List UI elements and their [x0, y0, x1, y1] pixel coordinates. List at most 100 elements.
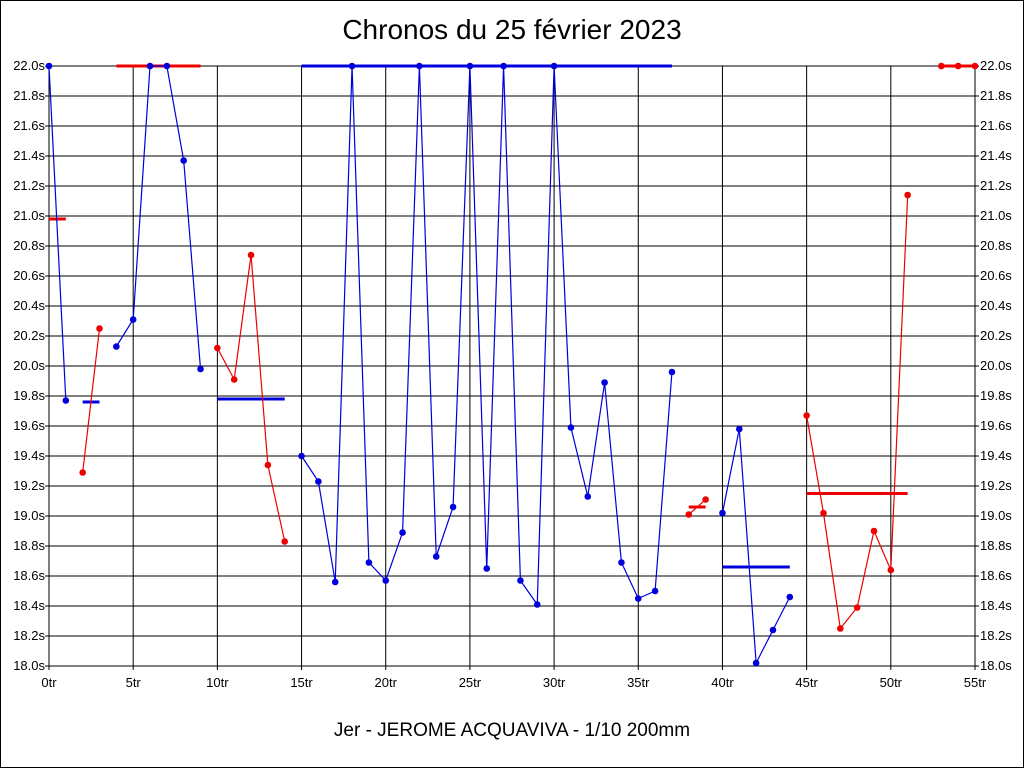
data-point [197, 365, 204, 373]
data-point [752, 659, 760, 667]
y-tick-label-right: 18.0s [980, 658, 1012, 673]
data-point [62, 397, 70, 404]
y-tick-label-right: 20.2s [980, 328, 1012, 343]
data-point [735, 425, 743, 433]
data-point [702, 496, 709, 503]
x-tick-label: 0tr [41, 675, 57, 690]
y-tick-label-right: 21.4s [980, 148, 1012, 163]
y-tick-label-right: 20.6s [980, 268, 1012, 283]
y-tick-label: 21.2s [13, 178, 45, 193]
data-point [214, 344, 221, 352]
data-point [365, 559, 373, 566]
data-point [601, 379, 608, 386]
y-tick-label-right: 21.2s [980, 178, 1012, 193]
series-line [115, 65, 202, 370]
data-point [180, 157, 187, 164]
y-tick-label-right: 18.8s [980, 538, 1012, 553]
data-point [230, 376, 238, 383]
y-tick-label: 20.2s [13, 328, 45, 343]
y-tick-label-right: 21.6s [980, 118, 1012, 133]
y-tick-label: 21.6s [13, 118, 45, 133]
data-point [466, 62, 474, 70]
x-tick-label: 10tr [206, 675, 229, 690]
series-line [301, 65, 673, 607]
data-point [146, 62, 154, 70]
x-tick-label: 5tr [126, 675, 142, 690]
y-tick-label: 20.4s [13, 298, 45, 313]
data-point [820, 509, 827, 517]
y-tick-label: 20.0s [13, 358, 45, 373]
y-tick-label: 18.2s [13, 628, 45, 643]
data-point [96, 325, 103, 332]
data-point [449, 503, 457, 511]
data-point [129, 316, 137, 323]
y-tick-label: 21.8s [13, 88, 45, 103]
data-point [954, 62, 962, 70]
data-point [500, 62, 507, 70]
y-tick-label-right: 22.0s [980, 58, 1012, 73]
x-tick-label: 55tr [964, 675, 987, 690]
series-line [48, 65, 67, 401]
data-point [803, 412, 810, 419]
y-tick-label: 18.4s [13, 598, 45, 613]
y-tick-label-right: 18.6s [980, 568, 1012, 583]
data-point [584, 493, 592, 500]
data-point [298, 452, 305, 460]
data-point [382, 577, 390, 584]
y-tick-label-right: 19.8s [980, 388, 1012, 403]
y-tick-label: 20.8s [13, 238, 45, 253]
y-tick-label-right: 19.2s [980, 478, 1012, 493]
x-tick-label: 45tr [795, 675, 818, 690]
y-tick-label-right: 20.0s [980, 358, 1012, 373]
data-point [163, 62, 171, 70]
data-point [79, 469, 86, 476]
x-tick-label: 25tr [459, 675, 482, 690]
y-tick-label: 19.2s [13, 478, 45, 493]
data-point [618, 559, 625, 566]
series-line [688, 499, 707, 515]
data-point [315, 478, 322, 485]
data-point [247, 251, 255, 259]
data-point [281, 538, 289, 545]
data-point [45, 62, 53, 70]
data-point [938, 62, 945, 70]
y-tick-label-right: 19.0s [980, 508, 1012, 523]
x-tick-label: 35tr [627, 675, 650, 690]
chart-footer: Jer - JEROME ACQUAVIVA - 1/10 200mm [333, 720, 691, 741]
data-point [399, 529, 406, 536]
data-point [432, 553, 440, 560]
data-point [567, 424, 575, 431]
data-point [769, 626, 777, 634]
data-point [348, 62, 356, 70]
y-tick-label: 19.6s [13, 418, 45, 433]
y-tick-label-right: 18.4s [980, 598, 1012, 613]
data-point [719, 509, 726, 517]
data-point [483, 565, 491, 572]
data-point [331, 578, 339, 586]
chart-title: Chronos du 25 février 2023 [342, 14, 682, 45]
y-tick-label: 18.8s [13, 538, 45, 553]
y-tick-label: 21.4s [13, 148, 45, 163]
x-tick-label: 20tr [375, 675, 398, 690]
y-tick-label: 18.6s [13, 568, 45, 583]
y-tick-label: 21.0s [13, 208, 45, 223]
y-tick-label: 19.8s [13, 388, 45, 403]
data-point [264, 461, 272, 469]
data-point [685, 511, 693, 518]
data-point [668, 368, 676, 376]
data-point [837, 625, 844, 632]
x-tick-label: 50tr [880, 675, 903, 690]
y-tick-label-right: 20.4s [980, 298, 1012, 313]
data-point [887, 566, 895, 574]
data-point [113, 343, 120, 350]
y-tick-label-right: 21.0s [980, 208, 1012, 223]
y-tick-label-right: 19.4s [980, 448, 1012, 463]
series-line [806, 194, 909, 630]
data-point [651, 587, 659, 595]
data-point [853, 604, 861, 611]
data-point [786, 593, 794, 601]
y-tick-label: 20.6s [13, 268, 45, 283]
data-point [533, 601, 541, 608]
data-point [517, 577, 524, 584]
x-tick-label: 15tr [290, 675, 313, 690]
